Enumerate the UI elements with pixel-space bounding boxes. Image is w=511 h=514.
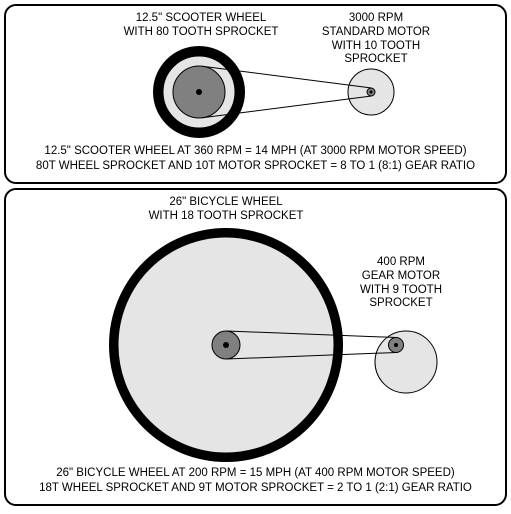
scooter-footer: 12.5" SCOOTER WHEEL AT 360 RPM = 14 MPH … (6, 140, 505, 182)
text: 18T WHEEL SPROCKET AND 9T MOTOR SPROCKET… (39, 482, 472, 494)
text: 3000 RPM (349, 12, 403, 24)
bicycle-panel: 26" BICYCLE WHEEL WITH 18 TOOTH SPROCKET… (4, 188, 507, 506)
scooter-wheel-label: 12.5" SCOOTER WHEEL WITH 80 TOOTH SPROCK… (66, 12, 336, 40)
text: WITH 80 TOOTH SPROCKET (124, 26, 279, 38)
text: 12.5" SCOOTER WHEEL (136, 12, 267, 24)
text: 26" BICYCLE WHEEL (169, 196, 282, 208)
bicycle-diagram (6, 220, 505, 470)
scooter-diagram (6, 40, 505, 148)
text: 80T WHEEL SPROCKET AND 10T MOTOR SPROCKE… (36, 160, 475, 172)
bicycle-footer: 26" BICYCLE WHEEL AT 200 RPM = 15 MPH (A… (6, 462, 505, 504)
text: STANDARD MOTOR (322, 26, 430, 38)
scooter-panel: 12.5" SCOOTER WHEEL WITH 80 TOOTH SPROCK… (4, 4, 507, 184)
text: 26" BICYCLE WHEEL AT 200 RPM = 15 MPH (A… (56, 467, 455, 479)
text: 12.5" SCOOTER WHEEL AT 360 RPM = 14 MPH … (44, 145, 466, 157)
